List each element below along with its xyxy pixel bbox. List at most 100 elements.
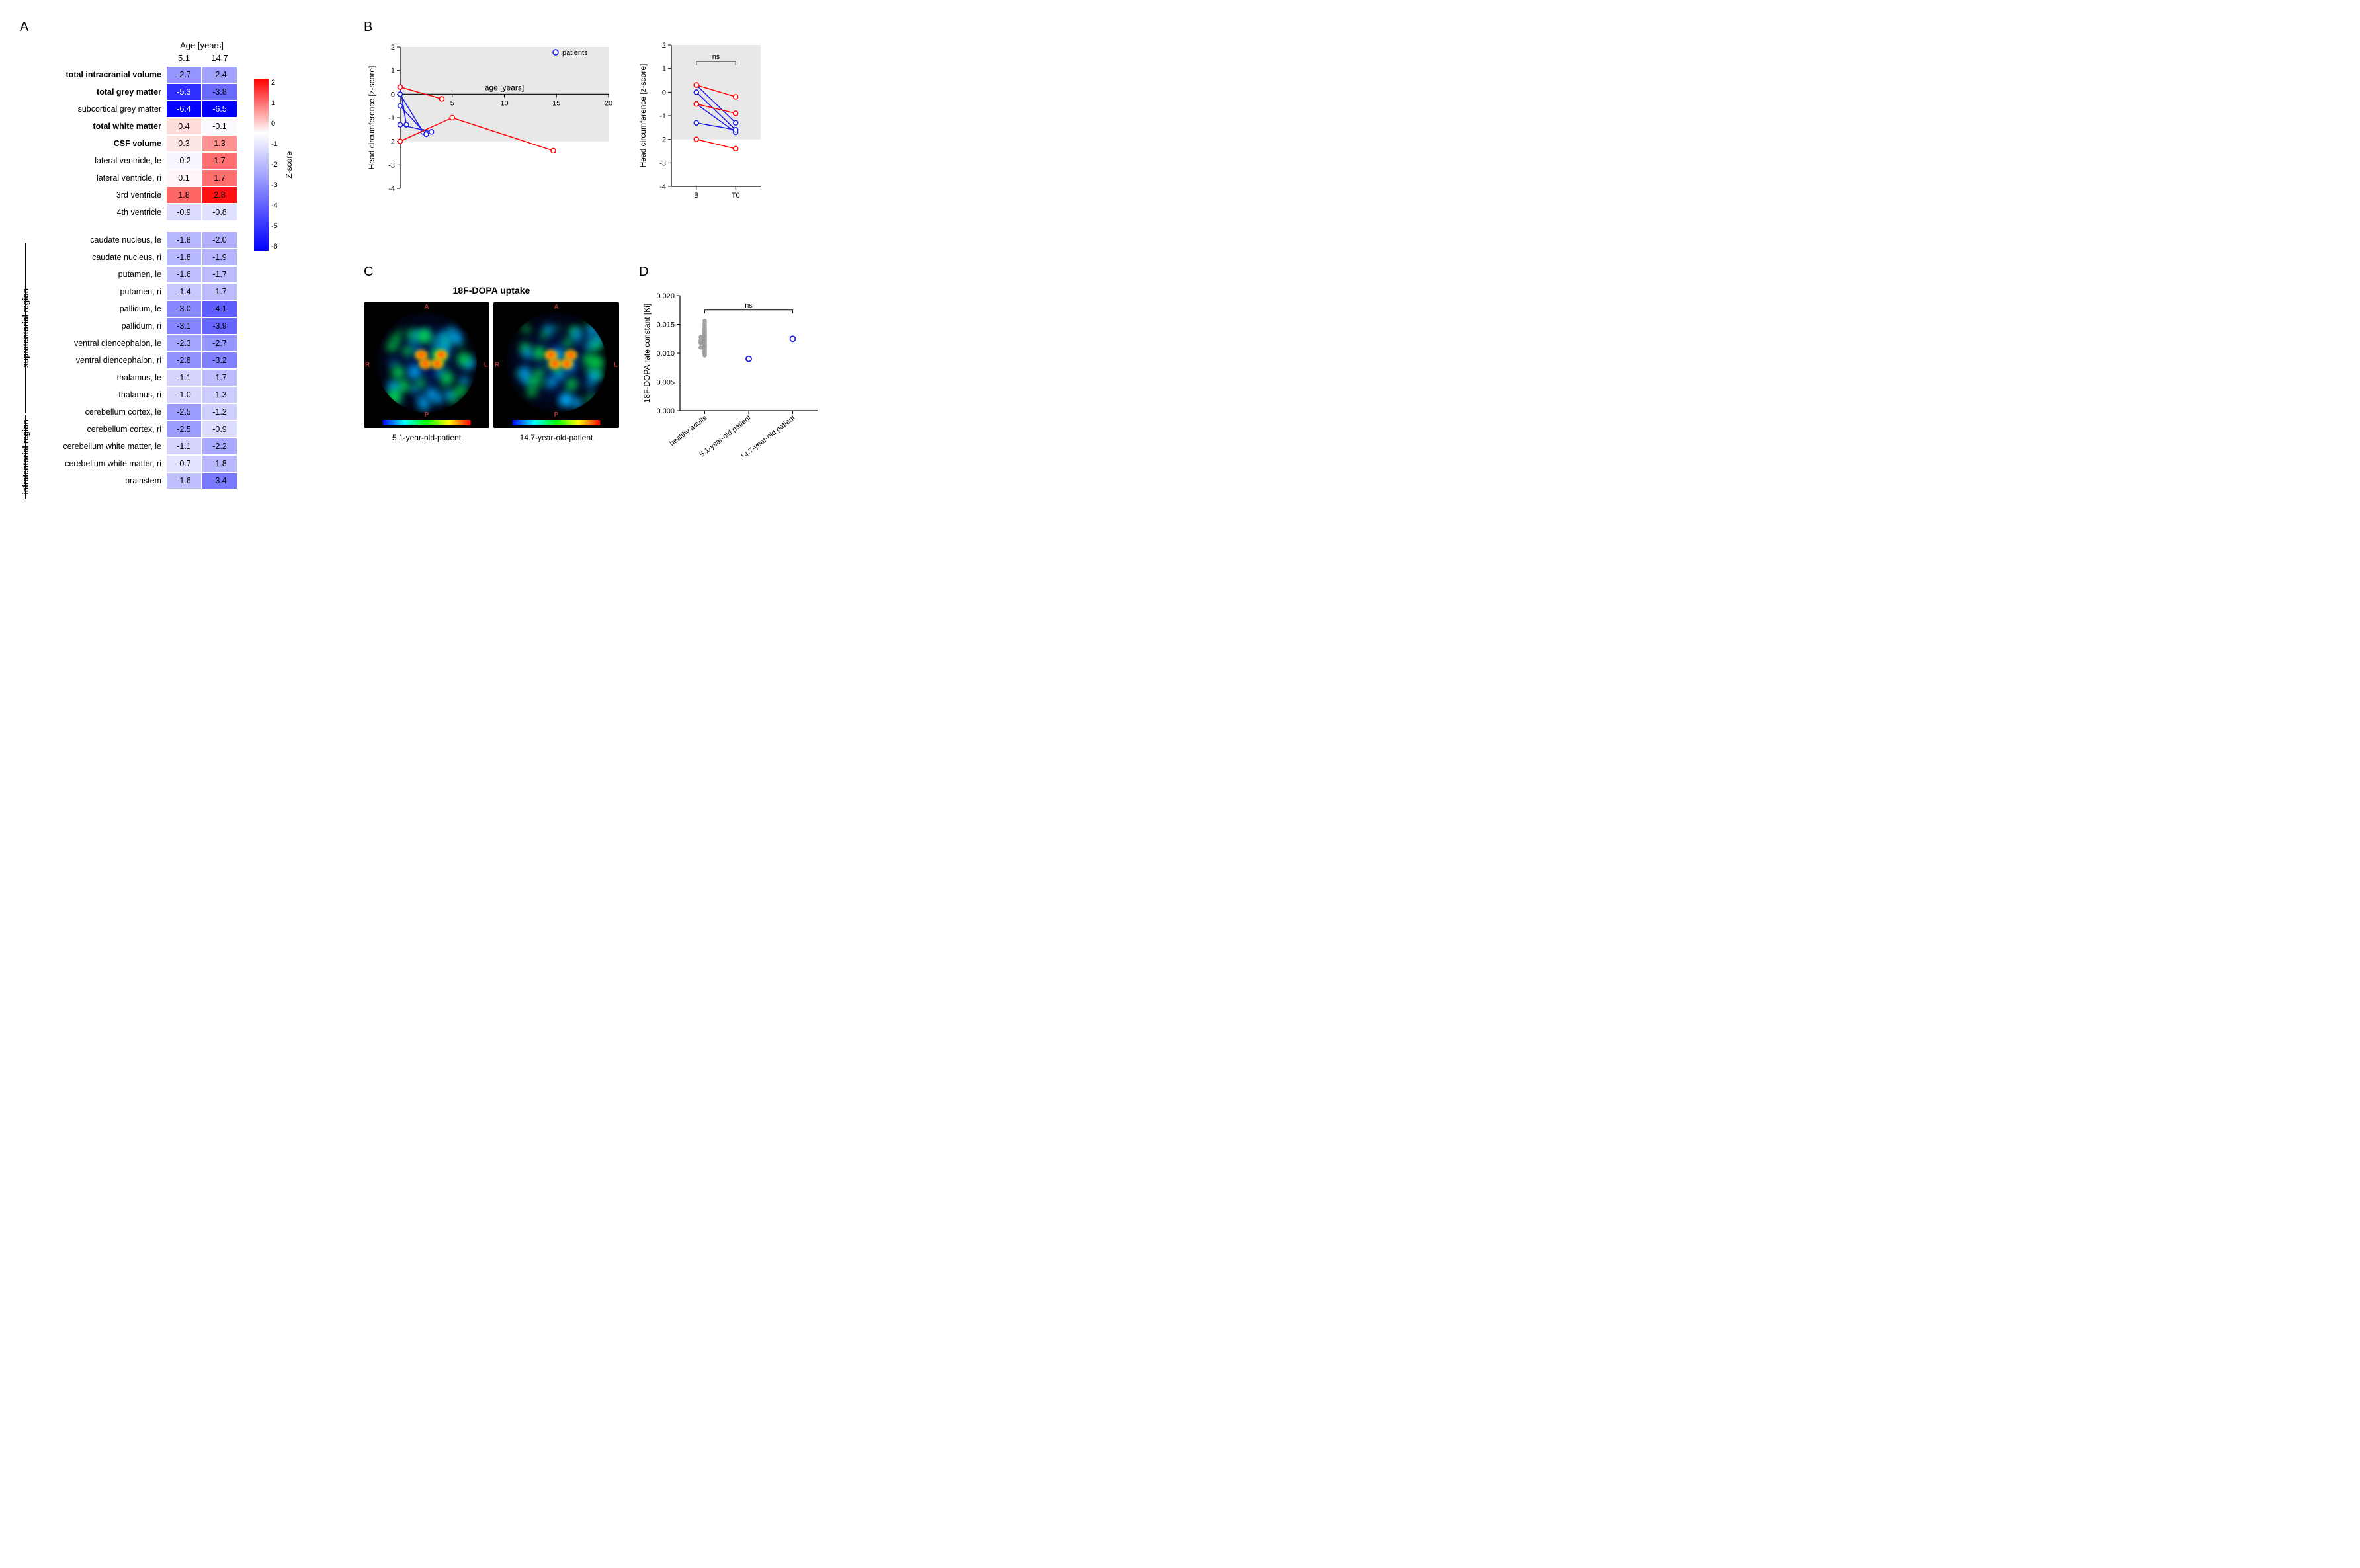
svg-text:B: B xyxy=(694,192,698,200)
heatmap-row-label: lateral ventricle, ri xyxy=(40,170,165,186)
svg-text:-2: -2 xyxy=(659,136,666,144)
bracket-label: supratentorial region xyxy=(21,288,30,368)
heatmap-cell: -1.8 xyxy=(167,232,201,248)
heatmap-cell: -0.8 xyxy=(202,204,237,220)
svg-text:age [years]: age [years] xyxy=(485,83,524,92)
heatmap-cell: -6.4 xyxy=(167,101,201,117)
heatmap-row-label: cerebellum cortex, ri xyxy=(40,421,165,437)
svg-text:T0: T0 xyxy=(732,192,740,200)
heatmap-col-1: 5.1 xyxy=(167,53,201,65)
colorbar-tick: 2 xyxy=(271,79,278,87)
svg-text:-1: -1 xyxy=(388,114,395,122)
heatmap-cell: -3.1 xyxy=(167,318,201,334)
panel-c-label: C xyxy=(364,265,619,280)
svg-text:0.015: 0.015 xyxy=(656,321,675,329)
heatmap-cell: -2.5 xyxy=(167,404,201,420)
heatmap-cell: -2.4 xyxy=(202,67,237,83)
heatmap-row-label: putamen, le xyxy=(40,267,165,282)
heatmap-cell: 1.3 xyxy=(202,136,237,151)
heatmap-cell: -1.8 xyxy=(202,456,237,472)
heatmap-colorbar: 210-1-2-3-4-5-6 Z-score xyxy=(254,79,294,251)
colorbar-tick: -3 xyxy=(271,181,278,189)
heatmap-cell: -2.5 xyxy=(167,421,201,437)
heatmap-cell: -1.7 xyxy=(202,370,237,386)
svg-text:0: 0 xyxy=(662,89,666,97)
svg-text:ns: ns xyxy=(745,301,753,309)
heatmap-cell: -3.2 xyxy=(202,352,237,368)
svg-text:-4: -4 xyxy=(659,183,666,191)
colorbar-label: Z-score xyxy=(284,151,294,179)
heatmap-cell: -4.1 xyxy=(202,301,237,317)
heatmap-brackets: supratentorial regioninfratentorial regi… xyxy=(20,79,33,489)
heatmap-row-label: 3rd ventricle xyxy=(40,187,165,203)
heatmap-row-label: ventral diencephalon, ri xyxy=(40,352,165,368)
heatmap-cell: 1.7 xyxy=(202,170,237,186)
heatmap-cell: 0.3 xyxy=(167,136,201,151)
heatmap-cell: -2.8 xyxy=(167,352,201,368)
svg-text:-3: -3 xyxy=(388,161,395,169)
svg-text:20: 20 xyxy=(605,99,612,107)
heatmap-row-label: caudate nucleus, le xyxy=(40,232,165,248)
panel-cd-row: C 18F-DOPA uptake APRLAPRL 5.1-year-old-… xyxy=(364,265,986,489)
panel-b-label: B xyxy=(364,20,615,35)
colorbar-tick: -6 xyxy=(271,243,278,251)
heatmap-cell: -3.9 xyxy=(202,318,237,334)
heatmap-cell: -1.9 xyxy=(202,249,237,265)
heatmap-cell: -6.5 xyxy=(202,101,237,117)
svg-text:Head circumference [z-score]: Head circumference [z-score] xyxy=(367,66,376,170)
panel-c-title: 18F-DOPA uptake xyxy=(364,285,619,296)
svg-text:Head circumference [z-score]: Head circumference [z-score] xyxy=(638,64,648,168)
svg-text:-3: -3 xyxy=(659,159,666,167)
heatmap-row-label: pallidum, le xyxy=(40,301,165,317)
heatmap: Age [years] 5.1 14.7 total intracranial … xyxy=(40,40,237,489)
heatmap-cell: -1.0 xyxy=(167,387,201,403)
heatmap-row-label: pallidum, ri xyxy=(40,318,165,334)
svg-text:18F-DOPA rate constant [Ki]: 18F-DOPA rate constant [Ki] xyxy=(642,303,652,403)
colorbar-tick: -5 xyxy=(271,222,278,230)
colorbar-tick: -1 xyxy=(271,140,278,148)
heatmap-cell: -2.2 xyxy=(202,438,237,454)
heatmap-cell: -3.0 xyxy=(167,301,201,317)
heatmap-row-label: lateral ventricle, le xyxy=(40,153,165,169)
brain-scans: APRLAPRL xyxy=(364,302,619,428)
heatmap-cell: -0.9 xyxy=(202,421,237,437)
svg-text:0.005: 0.005 xyxy=(656,378,675,386)
brain-scan: APRL xyxy=(364,302,489,428)
heatmap-cell: -5.3 xyxy=(167,84,201,100)
heatmap-cell: -2.3 xyxy=(167,335,201,351)
heatmap-row-label: ventral diencephalon, le xyxy=(40,335,165,351)
svg-text:5: 5 xyxy=(450,99,454,107)
svg-text:10: 10 xyxy=(500,99,508,107)
heatmap-cell: -2.7 xyxy=(202,335,237,351)
panel-d-label: D xyxy=(639,265,824,280)
svg-text:15: 15 xyxy=(552,99,560,107)
heatmap-row-label: thalamus, ri xyxy=(40,387,165,403)
heatmap-cell: 2.8 xyxy=(202,187,237,203)
svg-text:-4: -4 xyxy=(388,185,395,193)
heatmap-cell: -1.7 xyxy=(202,284,237,300)
heatmap-cell: -2.0 xyxy=(202,232,237,248)
svg-text:0: 0 xyxy=(391,91,395,99)
heatmap-cell: -1.3 xyxy=(202,387,237,403)
heatmap-row-label: cerebellum white matter, ri xyxy=(40,456,165,472)
brain-scan: APRL xyxy=(493,302,619,428)
chart-d: 0.0000.0050.0100.0150.02018F-DOPA rate c… xyxy=(639,285,824,457)
heatmap-row-label: total white matter xyxy=(40,118,165,134)
svg-text:-1: -1 xyxy=(659,112,666,120)
svg-text:patients: patients xyxy=(562,49,588,57)
svg-text:2: 2 xyxy=(391,44,395,52)
panel-a: A supratentorial regioninfratentorial re… xyxy=(20,20,337,489)
svg-text:-2: -2 xyxy=(388,138,395,146)
colorbar-tick: -4 xyxy=(271,202,278,210)
heatmap-cell: 0.4 xyxy=(167,118,201,134)
svg-text:healthy adults: healthy adults xyxy=(668,413,708,448)
svg-text:0.000: 0.000 xyxy=(656,407,675,415)
heatmap-row-label: 4th ventricle xyxy=(40,204,165,220)
panel-a-label: A xyxy=(20,20,337,35)
colorbar-tick: 0 xyxy=(271,120,278,128)
heatmap-cell: -0.1 xyxy=(202,118,237,134)
heatmap-cell: -1.8 xyxy=(167,249,201,265)
heatmap-row-label: total intracranial volume xyxy=(40,67,165,83)
heatmap-cell: -1.7 xyxy=(202,267,237,282)
heatmap-row-label: CSF volume xyxy=(40,136,165,151)
